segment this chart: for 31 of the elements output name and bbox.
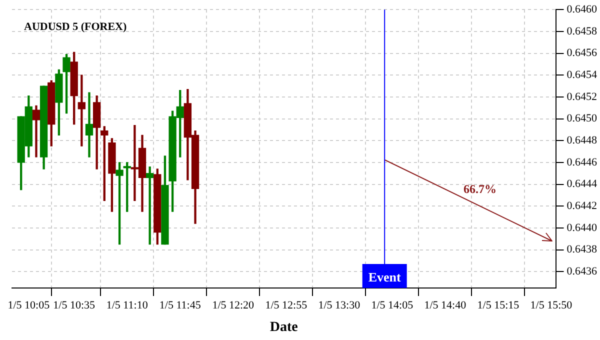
y-tick-label: 0.6450: [566, 112, 598, 125]
candlestick: [32, 105, 40, 158]
y-tick-label: 0.6456: [566, 47, 598, 60]
x-tick-label: 1/5 15:50: [530, 299, 573, 312]
y-tick-label: 0.6446: [566, 156, 598, 168]
x-axis-title: Date: [270, 320, 298, 336]
x-tick-label: 1/5 11:10: [106, 299, 148, 312]
annotation: 66.7%: [462, 182, 498, 197]
y-tick-label: 0.6458: [566, 25, 598, 38]
x-tick-label: 1/5 15:15: [477, 299, 520, 312]
x-tick-label: 1/5 14:05: [371, 299, 414, 312]
y-tick-label: 0.6454: [566, 68, 598, 81]
y-tick-label: 0.6436: [566, 266, 598, 278]
y-tick-label: 0.6440: [566, 222, 598, 234]
x-tick-label: 1/5 14:40: [424, 299, 467, 312]
x-tick-label: 1/5 13:30: [318, 299, 361, 312]
y-tick-label: 0.6438: [566, 244, 598, 256]
x-tick-label: 1/5 12:20: [212, 299, 255, 312]
x-tick-label: 1/5 10:35: [53, 299, 96, 312]
x-tick-label: 1/5 12:55: [265, 299, 308, 312]
candlestick: [85, 92, 94, 158]
y-tick-label: 0.6460: [566, 3, 598, 16]
candlestick: [78, 74, 86, 146]
y-tick-label: 0.6452: [566, 90, 597, 103]
y-tick-label: 0.6444: [566, 178, 598, 190]
x-tick-label: 1/5 11:45: [159, 299, 202, 312]
y-tick-label: 0.6442: [566, 200, 597, 212]
x-tick-label: 1/5 10:05: [8, 299, 50, 312]
text: AUDUSD 5 (FOREX): [24, 20, 127, 33]
y-tick-label: 0.6448: [566, 134, 598, 146]
ref-line-label: Event: [368, 269, 402, 284]
